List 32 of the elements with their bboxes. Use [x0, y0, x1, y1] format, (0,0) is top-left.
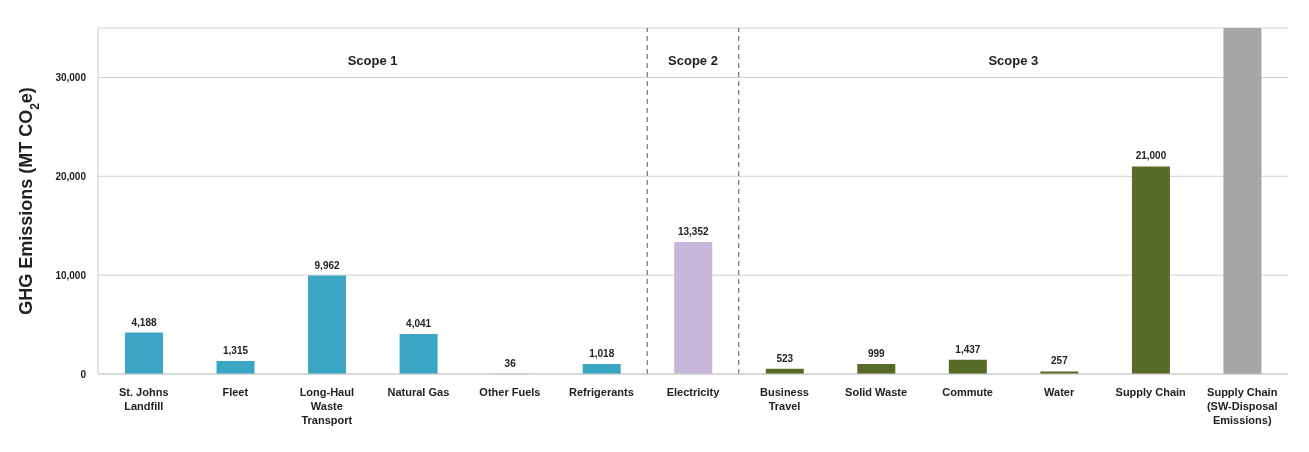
x-tick-label: Natural Gas — [387, 386, 450, 398]
data-label: 21,000 — [1135, 150, 1167, 162]
x-tick-label: Long-Haul Waste Transport — [299, 386, 355, 426]
x-tick-label: St. Johns Landfill — [119, 386, 169, 412]
data-label: 13,352 — [677, 226, 709, 238]
x-tick-label: Business Travel — [760, 386, 809, 412]
y-tick-label: 10,000 — [55, 270, 87, 282]
annotation: Scope 2 — [668, 53, 718, 69]
data-label: 1,315 — [223, 345, 249, 356]
x-tick-label: Solid Waste — [845, 386, 908, 398]
y-tick-label: 0 — [80, 369, 87, 380]
annotation: Scope 3 — [988, 53, 1039, 69]
data-label: 999 — [867, 348, 886, 360]
data-label: 1,437 — [955, 343, 981, 355]
data-label: 36 — [504, 357, 517, 369]
x-tick-label: Supply Chain (SW-Disposal Emissions) — [1206, 386, 1278, 426]
x-tick-label: Refrigerants — [569, 386, 634, 398]
x-tick-label: Commute — [942, 386, 993, 398]
x-tick-label: Electricity — [666, 386, 721, 398]
x-tick-label: Other Fuels — [479, 386, 541, 398]
x-tick-label: Water — [1044, 386, 1075, 398]
data-label: 4,188 — [131, 316, 157, 328]
y-tick-label: 30,000 — [55, 72, 87, 84]
data-label: 4,041 — [406, 318, 432, 330]
x-tick-label: Fleet — [222, 386, 249, 398]
annotation: Scope 1 — [347, 53, 398, 69]
data-label: 257 — [1051, 355, 1069, 367]
data-label: 1,018 — [589, 347, 615, 359]
y-tick-label: 20,000 — [55, 171, 87, 183]
x-tick-label: Supply Chain — [1115, 386, 1187, 398]
data-label: 9,962 — [314, 259, 341, 271]
data-label: 523 — [776, 352, 794, 364]
